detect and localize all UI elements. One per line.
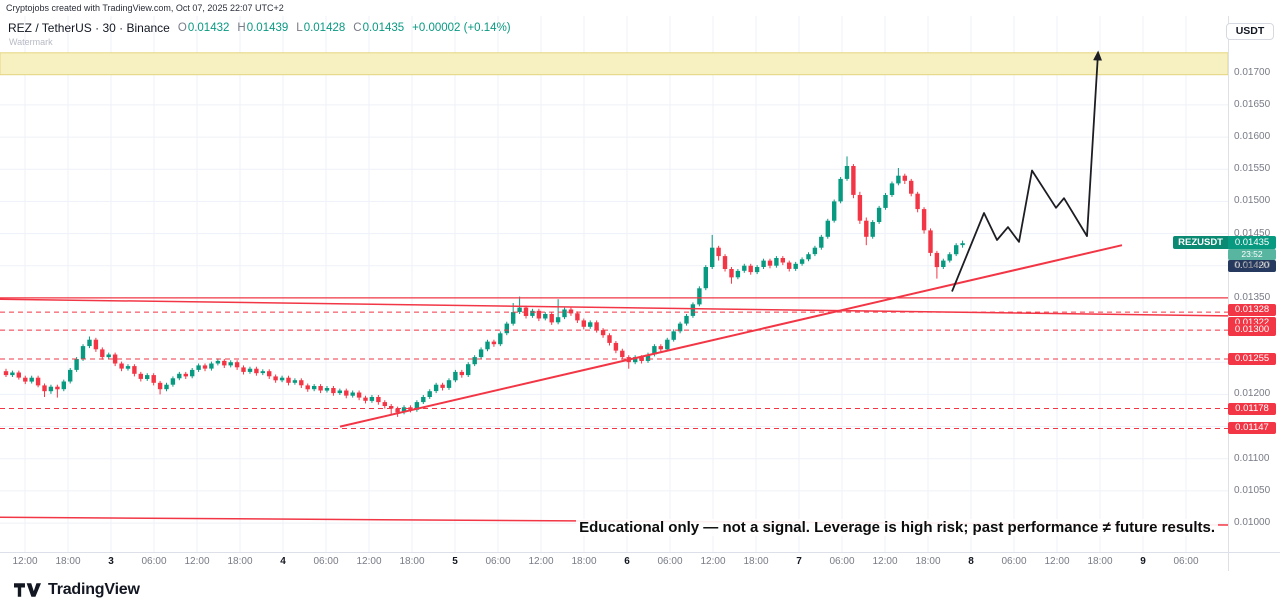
time-tick-label: 06:00	[657, 556, 683, 567]
time-tick-label: 18:00	[55, 556, 81, 567]
ohlc-high: H 0.01439	[237, 22, 289, 34]
horizontal-levels[interactable]	[0, 297, 1228, 429]
disclaimer-text: Educational only — not a signal. Leverag…	[576, 519, 1218, 536]
time-tick-label: 18:00	[227, 556, 253, 567]
price-tick-label: 0.01350	[1234, 292, 1271, 303]
trendlines[interactable]	[0, 244, 1229, 526]
time-tick-label: 3	[108, 556, 114, 567]
price-tick-label: 0.01200	[1234, 388, 1271, 399]
tradingview-logo[interactable]: TradingView	[14, 581, 140, 599]
time-tick-label: 06:00	[1001, 556, 1027, 567]
price-tick-label: 0.01700	[1234, 67, 1271, 78]
time-tick-label: 8	[968, 556, 974, 567]
level-price-label: 0.01328	[1228, 304, 1276, 316]
candlestick-series	[3, 156, 965, 417]
grid-lines	[0, 16, 1228, 552]
currency-toggle-button[interactable]: USDT	[1226, 23, 1274, 40]
price-tick-label: 0.01000	[1234, 517, 1271, 528]
secondary-price-badge: 0.01420	[1228, 260, 1276, 272]
ohlc-close: C 0.01435	[353, 22, 405, 34]
time-tick-label: 7	[796, 556, 802, 567]
time-tick-label: 06:00	[485, 556, 511, 567]
time-tick-label: 06:00	[829, 556, 855, 567]
ohlc-open: O 0.01432	[177, 22, 230, 34]
time-tick-label: 18:00	[743, 556, 769, 567]
last-price-badge: REZUSDT 0.01435	[1173, 236, 1276, 249]
time-tick-label: 4	[280, 556, 286, 567]
level-price-label: 0.01178	[1228, 403, 1276, 415]
time-tick-label: 18:00	[399, 556, 425, 567]
level-price-label: 0.01300	[1228, 324, 1276, 336]
bottom-bar	[0, 571, 1280, 610]
chart-legend: REZ / TetherUS · 30 · Binance O 0.01432 H…	[8, 21, 511, 35]
time-tick-label: 18:00	[571, 556, 597, 567]
time-tick-label: 12:00	[700, 556, 726, 567]
time-axis[interactable]: 12:00 18:00 3 06:00 12:00 18:00 4 06:00 12:00 18:…	[0, 552, 1228, 571]
symbol-title[interactable]: REZ / TetherUS · 30 · Binance	[8, 21, 170, 35]
time-tick-label: 18:00	[1087, 556, 1113, 567]
time-tick-label: 12:00	[12, 556, 38, 567]
change-value: +0.00002 (+0.14%)	[412, 22, 511, 34]
time-tick-label: 12:00	[184, 556, 210, 567]
level-price-label: 0.01147	[1228, 422, 1276, 434]
price-axis[interactable]: REZUSDT 0.01435 23:52 0.01420 0.01700 0.0…	[1173, 16, 1280, 552]
badge-symbol: REZUSDT	[1173, 236, 1228, 249]
time-tick-label: 12:00	[528, 556, 554, 567]
tradingview-logo-text: TradingView	[48, 581, 140, 598]
projection-arrow[interactable]	[951, 50, 1103, 292]
price-tick-label: 0.01400	[1234, 260, 1271, 271]
time-tick-label: 6	[624, 556, 630, 567]
price-tick-label: 0.01600	[1234, 131, 1271, 142]
time-tick-label: 12:00	[356, 556, 382, 567]
badge-last-price: 0.01435	[1228, 236, 1276, 249]
watermark-text: Watermark	[9, 37, 53, 47]
time-tick-label: 06:00	[141, 556, 167, 567]
price-tick-label: 0.01050	[1234, 485, 1271, 496]
time-tick-label: 06:00	[1173, 556, 1199, 567]
ohlc-low: L 0.01428	[296, 22, 346, 34]
price-tick-label: 0.01550	[1234, 163, 1271, 174]
price-tick-label: 0.01450	[1234, 228, 1271, 239]
time-tick-label: 06:00	[313, 556, 339, 567]
tradingview-logo-icon	[14, 583, 41, 597]
supply-zone[interactable]	[0, 52, 1229, 76]
attribution-text: Cryptojobs created with TradingView.com,…	[0, 0, 1280, 16]
time-tick-label: 12:00	[1044, 556, 1070, 567]
time-tick-label: 9	[1140, 556, 1146, 567]
level-price-label: 0.01255	[1228, 353, 1276, 365]
price-tick-label: 0.01650	[1234, 99, 1271, 110]
bar-countdown: 23:52	[1228, 249, 1276, 260]
time-tick-label: 12:00	[872, 556, 898, 567]
price-tick-label: 0.01100	[1234, 453, 1270, 464]
time-tick-label: 18:00	[915, 556, 941, 567]
time-tick-label: 5	[452, 556, 458, 567]
price-tick-label: 0.01500	[1234, 195, 1271, 206]
